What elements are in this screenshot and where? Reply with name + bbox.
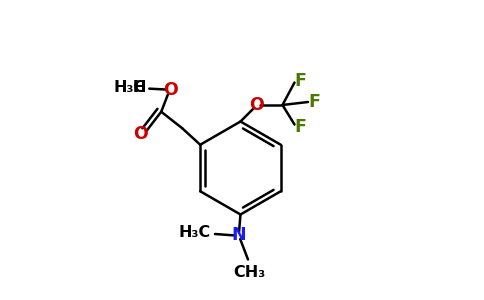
Text: O: O <box>250 96 264 114</box>
Text: O: O <box>134 125 148 143</box>
Text: O: O <box>163 81 178 99</box>
Text: F: F <box>294 118 306 136</box>
Text: F: F <box>294 72 306 90</box>
Text: H: H <box>133 80 146 95</box>
Text: H₃C: H₃C <box>114 80 146 95</box>
Text: CH₃: CH₃ <box>233 265 266 280</box>
Text: H₃C: H₃C <box>178 225 211 240</box>
Text: F: F <box>309 93 320 111</box>
Text: N: N <box>232 226 246 244</box>
Text: H: H <box>133 80 146 95</box>
